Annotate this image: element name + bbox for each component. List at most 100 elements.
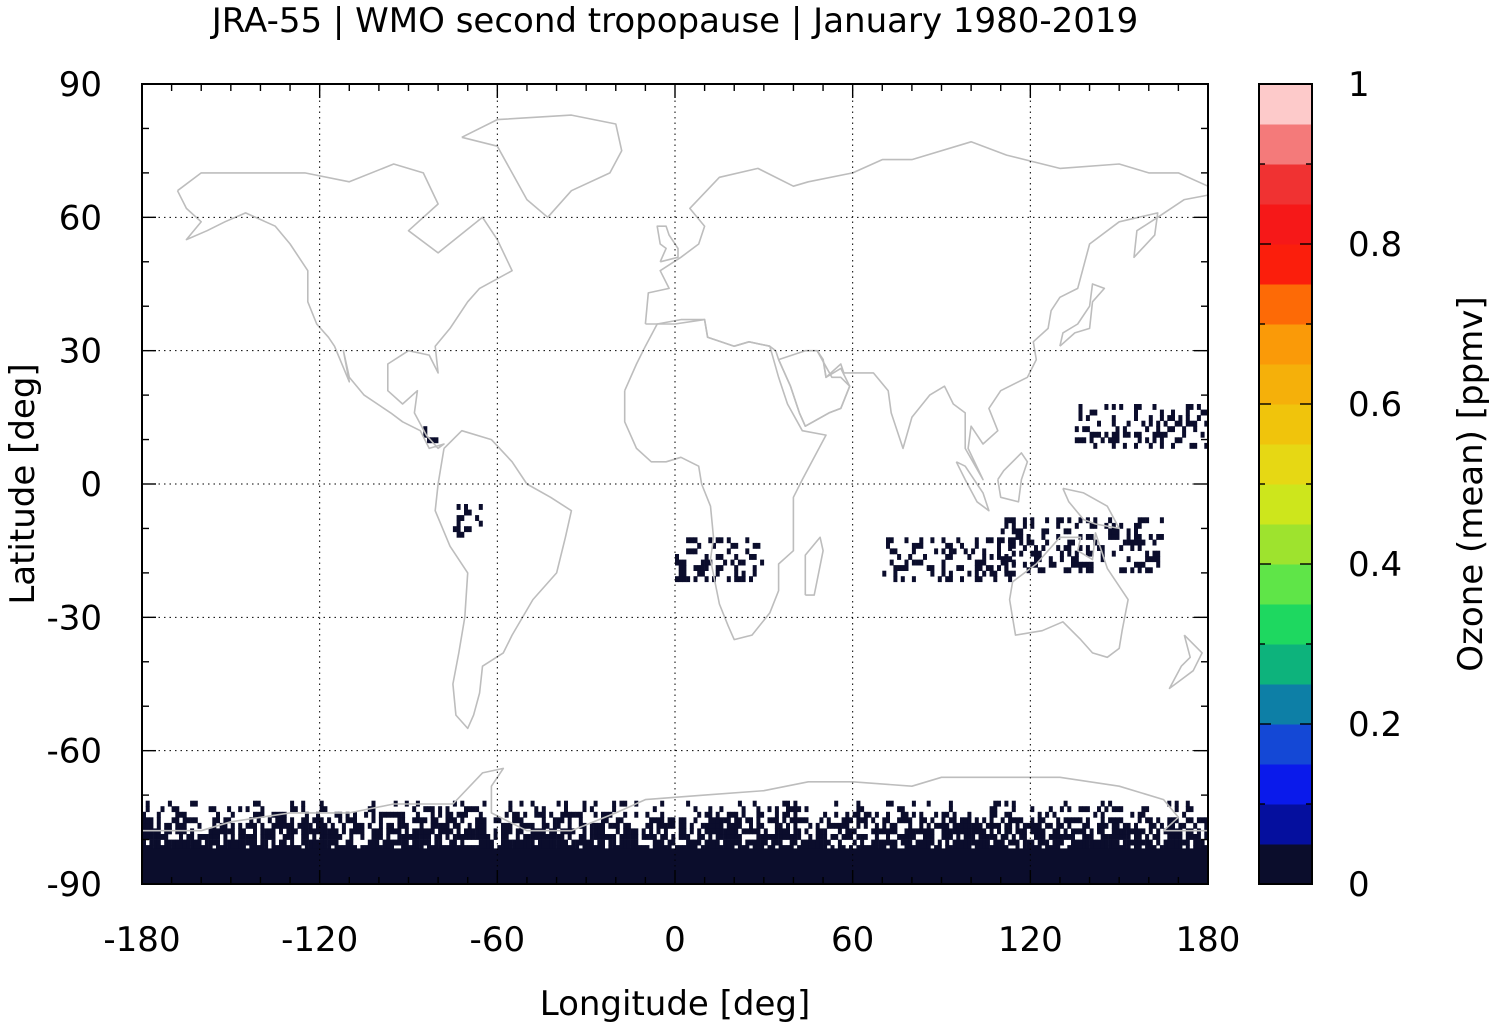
- field-cell: [893, 839, 898, 846]
- field-cell: [534, 811, 539, 818]
- field-cell: [737, 822, 742, 829]
- field-cell: [919, 845, 924, 851]
- field-cell: [519, 817, 524, 824]
- field-cell: [478, 520, 483, 527]
- field-cell: [223, 834, 228, 840]
- field-cell: [911, 811, 916, 818]
- field-cell: [386, 811, 391, 818]
- coastline: [461, 114, 623, 219]
- field-cell: [993, 811, 998, 818]
- field-cell: [323, 822, 328, 829]
- field-cell: [1152, 404, 1157, 410]
- field-cell: [430, 437, 435, 444]
- field-cell: [945, 554, 950, 560]
- field-cell: [1182, 811, 1187, 818]
- field-cell: [997, 537, 1001, 544]
- field-cell: [715, 834, 720, 840]
- field-cell: [882, 570, 887, 577]
- field-cell: [1174, 845, 1179, 851]
- field-cell: [760, 839, 765, 846]
- field-cell: [404, 834, 409, 840]
- field-cell: [686, 839, 691, 846]
- field-cell: [1056, 822, 1061, 829]
- field-cell: [1178, 420, 1183, 427]
- field-cell: [556, 800, 561, 807]
- field-cell: [800, 817, 805, 824]
- field-cell: [911, 845, 916, 851]
- field-cell: [752, 542, 757, 549]
- field-cell: [238, 806, 243, 813]
- field-cell: [1111, 415, 1116, 421]
- field-cell: [686, 548, 691, 555]
- field-cell: [752, 828, 757, 835]
- field-cell: [304, 828, 309, 835]
- field-cell: [1019, 550, 1024, 557]
- field-cell: [952, 817, 957, 824]
- field-cell: [1115, 806, 1120, 813]
- field-cell: [1045, 845, 1050, 851]
- field-cell: [419, 817, 424, 824]
- field-cell: [915, 542, 920, 549]
- field-cell: [1089, 534, 1094, 540]
- field-cell: [282, 817, 287, 824]
- field-cell: [948, 554, 953, 560]
- field-cell: [1119, 834, 1124, 840]
- field-cell: [1111, 534, 1116, 540]
- field-cell: [763, 828, 768, 835]
- field-cell: [397, 822, 402, 829]
- field-cell: [1030, 839, 1035, 846]
- field-cell: [612, 822, 617, 829]
- field-cell: [804, 845, 809, 851]
- field-cell: [704, 811, 709, 818]
- field-cell: [275, 822, 280, 829]
- field-cell: [327, 828, 332, 835]
- field-cell: [626, 828, 631, 835]
- field-cell: [960, 839, 964, 846]
- field-cell: [1137, 811, 1142, 818]
- field-cell: [427, 839, 431, 846]
- field-cell: [852, 828, 857, 835]
- field-cell: [1134, 431, 1138, 438]
- field-cell: [401, 845, 406, 851]
- field-cell: [253, 828, 257, 835]
- colorbar-segment: [1259, 404, 1312, 445]
- field-cell: [686, 834, 691, 840]
- field-cell: [1115, 528, 1120, 535]
- field-cell: [1026, 539, 1031, 546]
- field-cell: [475, 828, 480, 835]
- field-cell: [697, 811, 702, 818]
- field-cell: [856, 800, 861, 807]
- field-cell: [837, 845, 842, 851]
- field-cell: [608, 845, 613, 851]
- field-cell: [886, 828, 890, 835]
- field-cell: [1193, 834, 1198, 840]
- field-cell: [1085, 517, 1090, 524]
- field-cell: [601, 834, 605, 840]
- field-cell: [719, 834, 724, 840]
- field-cell: [575, 845, 580, 851]
- field-cell: [1108, 528, 1113, 535]
- field-cell: [382, 845, 387, 851]
- field-cell: [301, 839, 306, 846]
- colorbar-segment: [1259, 84, 1312, 125]
- field-cell: [415, 845, 420, 851]
- field-cell: [1111, 839, 1116, 846]
- field-cell: [338, 834, 343, 840]
- field-cell: [726, 548, 731, 555]
- field-cell: [230, 828, 235, 835]
- field-cell: [378, 845, 383, 851]
- field-cell: [660, 800, 665, 807]
- x-tick-label: 60: [831, 920, 874, 960]
- field-cell: [293, 845, 298, 851]
- field-cell: [286, 822, 291, 829]
- field-cell: [1015, 828, 1020, 835]
- field-cell: [1167, 845, 1172, 851]
- field-cell: [686, 800, 691, 807]
- field-cell: [1085, 845, 1090, 851]
- field-cell: [989, 570, 994, 577]
- field-cell: [1145, 845, 1150, 851]
- field-cell: [378, 817, 383, 824]
- field-cell: [1085, 822, 1090, 829]
- field-cell: [545, 845, 550, 851]
- field-cell: [926, 839, 931, 846]
